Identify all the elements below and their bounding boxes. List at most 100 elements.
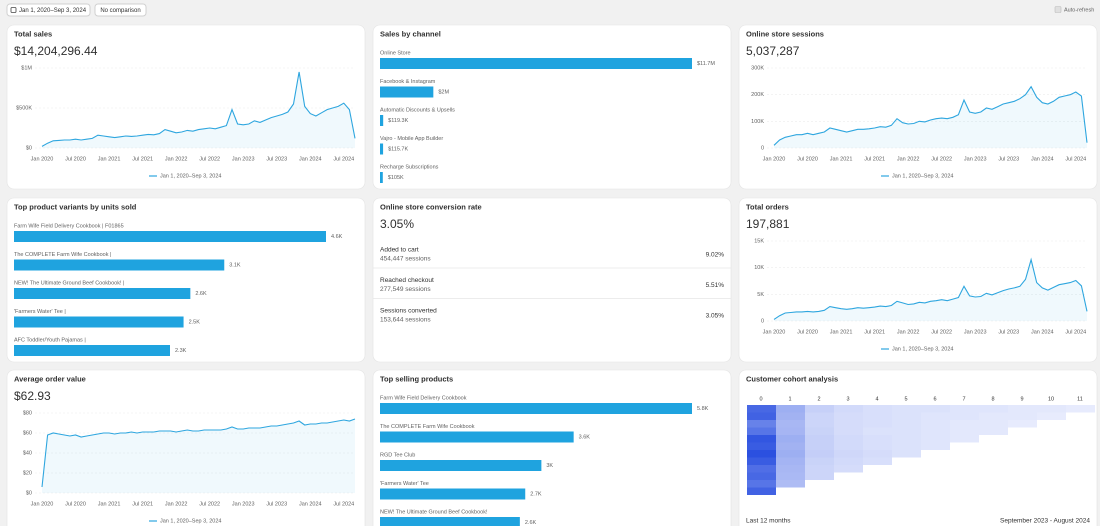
card: Total orders 197,881 0 5K 10K 15K Jan 2020 Jul …: [738, 197, 1098, 363]
comparison-button[interactable]: [94, 3, 147, 17]
bar-label: The COMPLETE Farm Wife Cookbook |: [14, 252, 111, 258]
x-tick-label: Jul 2020: [65, 156, 86, 162]
column-label: 5: [904, 396, 907, 402]
bar: [380, 143, 384, 155]
bar: [14, 288, 191, 299]
step-label: Added to cart: [380, 247, 419, 254]
cohort-cell: [921, 412, 950, 420]
cohort-cell: [892, 435, 921, 443]
cohort-cell: [805, 412, 834, 420]
cohort-cell: [747, 472, 776, 480]
cohort-cell: [863, 435, 892, 443]
value-label: 3.6K: [579, 434, 591, 440]
data-line: [41, 71, 356, 147]
y-tick-label: 10K: [754, 265, 764, 271]
cohort-cell: [950, 427, 979, 435]
card-value: $14,204,296.44: [14, 44, 98, 58]
comparison: No comparison: [100, 8, 140, 14]
column-label: 9: [1020, 396, 1023, 402]
cohort-cell: [863, 427, 892, 435]
y-tick-label: $500K: [16, 105, 32, 111]
card-background: [372, 197, 732, 363]
range: September 2023 - August 2024: [1000, 518, 1090, 525]
card-title: Top selling products: [380, 374, 453, 383]
date-button[interactable]: [6, 3, 91, 17]
cohort-cell: [892, 450, 921, 458]
cohort-cell: [834, 427, 863, 435]
card-title: Sales by channel: [380, 29, 441, 38]
x-tick-label: Jul 2020: [797, 329, 818, 335]
cohort-cell: [805, 420, 834, 428]
y-tick-label: $60: [23, 430, 32, 436]
y-tick-label: $20: [23, 470, 32, 476]
column-label: 1: [788, 396, 791, 402]
column-label: 8: [991, 396, 994, 402]
card-value: 5,037,287: [746, 44, 800, 58]
period: Last 12 months: [746, 518, 791, 525]
date-range: Jan 1, 2020–Sep 3, 2024: [19, 8, 87, 14]
cohort-cell: [1008, 412, 1037, 420]
value-label: 3.1K: [229, 262, 241, 268]
cohort-cell: [1008, 420, 1037, 428]
cohort-cell: [921, 405, 950, 413]
column-label: 6: [933, 396, 936, 402]
cohort-cell: [979, 420, 1008, 428]
y-tick-label: $1M: [21, 65, 32, 71]
y-tick-label: 200K: [751, 92, 764, 98]
cohort-cell: [805, 450, 834, 458]
x-tick-label: Jan 2024: [299, 501, 322, 507]
card-title: Total orders: [746, 202, 789, 211]
bar: [380, 460, 542, 471]
x-tick-label: Jan 2022: [165, 156, 188, 162]
bar-label: NEW! The Ultimate Ground Beef Cookbook! …: [14, 280, 124, 286]
step-sessions: 454,447 sessions: [380, 256, 431, 263]
x-tick-label: Jul 2020: [797, 156, 818, 162]
cohort-cell: [921, 442, 950, 450]
value-label: 3K: [546, 463, 553, 469]
bar-label: 'Farmers Water' Tee: [380, 481, 429, 487]
cohort-cell: [747, 465, 776, 473]
column-label: 10: [1048, 396, 1054, 402]
step-sessions: 277,549 sessions: [380, 286, 431, 293]
bar: [14, 345, 170, 356]
x-tick-label: Jan 2023: [232, 156, 255, 162]
value-label: $105K: [388, 175, 404, 181]
x-tick-label: Jul 2023: [998, 156, 1019, 162]
cohort-cell: [863, 450, 892, 458]
x-tick-label: Jul 2020: [65, 501, 86, 507]
calendar-icon: [10, 7, 17, 13]
x-tick-label: Jan 2022: [165, 501, 188, 507]
cohort-cell: [1037, 405, 1066, 413]
cohort-cell: [776, 465, 805, 473]
cohort-cell: [1008, 405, 1037, 413]
legend-label: Jan 1, 2020–Sep 3, 2024: [892, 346, 953, 352]
bar-label: Farm Wife Field Delivery Cookbook: [380, 395, 467, 401]
y-tick-label: 0: [761, 145, 764, 151]
cohort-cell: [776, 435, 805, 443]
data-line: [773, 85, 1088, 146]
x-tick-label: Jul 2024: [1065, 156, 1086, 162]
cohort-cell: [776, 420, 805, 428]
cohort-cell: [776, 427, 805, 435]
bar: [380, 86, 434, 98]
cohort-cell: [892, 412, 921, 420]
cohort-cell: [921, 427, 950, 435]
cohort-cell: [863, 405, 892, 413]
step-rate: 5.51%: [706, 282, 725, 289]
cohort-cell: [921, 435, 950, 443]
cohort-cell: [776, 450, 805, 458]
area-fill: [42, 72, 355, 148]
bar-label: Online Store: [380, 50, 411, 56]
cohort-cell: [747, 405, 776, 413]
area-fill: [42, 419, 355, 493]
cohort-cell: [805, 457, 834, 465]
card: Customer cohort analysis 0 1 2 3 4 5 6 7 8 9 10 11 La…: [738, 369, 1098, 526]
cohort-cell: [805, 442, 834, 450]
cohort-cell: [776, 442, 805, 450]
x-tick-label: Jul 2022: [199, 156, 220, 162]
cohort-cell: [747, 435, 776, 443]
bar-label: Farm Wife Field Delivery Cookbook | F018…: [14, 223, 124, 229]
card-background: [372, 369, 732, 526]
auto-refresh-checkbox[interactable]: [1054, 6, 1062, 13]
auto-refresh-label: Auto-refresh: [1064, 7, 1094, 13]
